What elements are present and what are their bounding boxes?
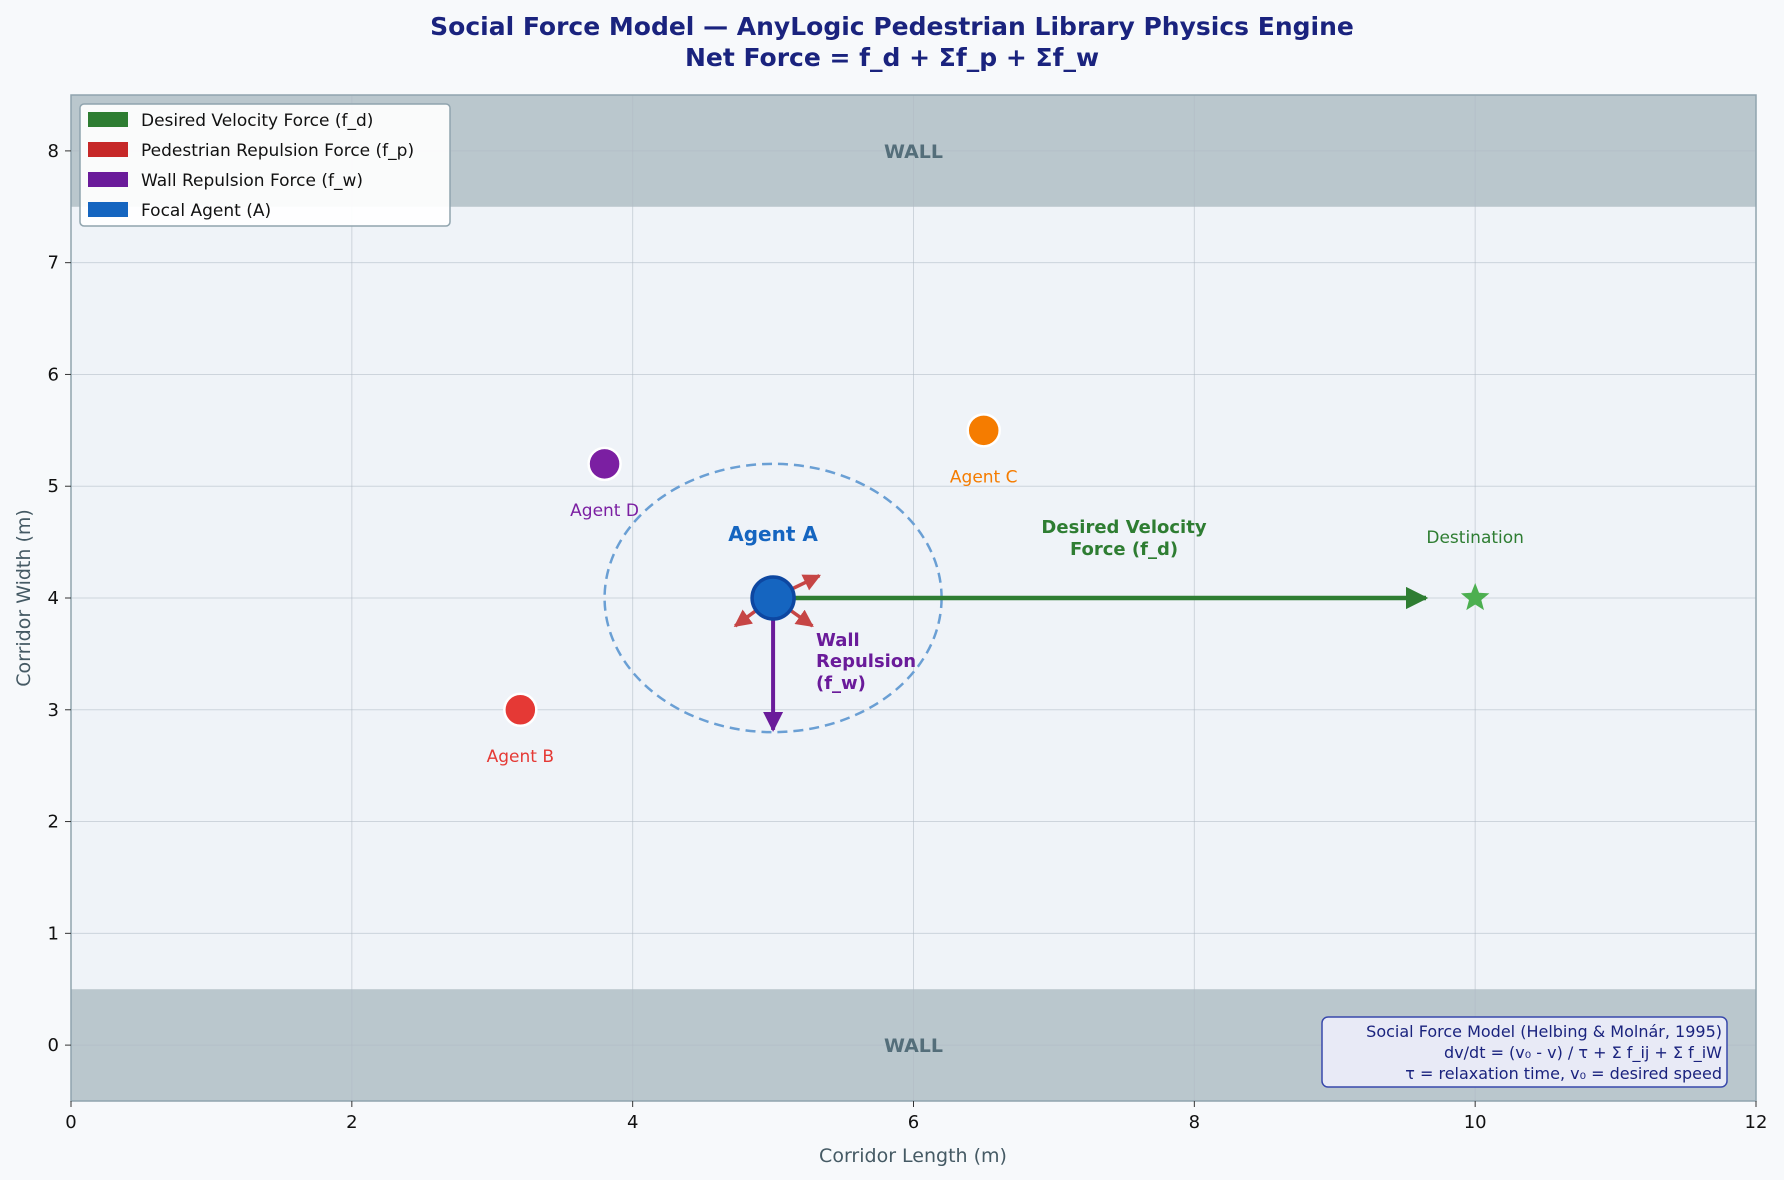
agent-b-label: Agent B	[487, 747, 554, 767]
x-axis-label: Corridor Length (m)	[819, 1145, 1007, 1167]
destination-star-icon	[1460, 583, 1490, 611]
legend-swatch-focal-agent	[88, 202, 128, 217]
formula-box-frame	[1321, 1016, 1728, 1088]
legend-swatch-pedestrian	[88, 142, 128, 157]
y-axis-label: Corridor Width (m)	[13, 509, 35, 687]
legend-label-wall: Wall Repulsion Force (f_w)	[141, 171, 363, 191]
x-tick-label: 4	[627, 1112, 638, 1133]
agent-b-marker	[503, 692, 538, 728]
formula-line-3: τ = relaxation time, v₀ = desired speed	[1405, 1064, 1722, 1083]
y-tick-label: 7	[48, 253, 59, 274]
y-tick-label: 0	[48, 1035, 59, 1056]
x-axis-ticks: 0 2 4 6 8 10 12	[65, 1101, 1767, 1133]
legend-swatch-desired	[88, 112, 128, 127]
y-axis-ticks: 0 1 2 3 4 5 6 7 8	[48, 141, 71, 1056]
x-tick-label: 2	[346, 1112, 357, 1133]
formula-line-1: Social Force Model (Helbing & Molnár, 19…	[1366, 1022, 1722, 1041]
agent-a-label: Agent A	[728, 522, 818, 546]
x-tick-label: 0	[65, 1112, 76, 1133]
legend: Desired Velocity Force (f_d) Pedestrian …	[79, 103, 451, 227]
agent-c-marker	[966, 413, 1001, 448]
title-line-2: Net Force = f_d + Σf_p + Σf_w	[685, 43, 1099, 72]
desired-force-label-line-1: Desired Velocity	[1041, 517, 1206, 538]
legend-label-pedestrian: Pedestrian Repulsion Force (f_p)	[141, 141, 414, 161]
y-tick-label: 4	[48, 588, 59, 609]
agent-d-label: Agent D	[570, 501, 639, 521]
x-tick-label: 6	[908, 1112, 919, 1133]
wall-force-label-line-1: Wall	[816, 630, 860, 651]
wall-bottom-label: WALL	[884, 1035, 943, 1057]
wall-force-label-line-2: Repulsion	[816, 651, 916, 672]
desired-force-label-line-2: Force (f_d)	[1070, 539, 1178, 560]
y-tick-label: 1	[48, 923, 59, 944]
y-tick-label: 2	[48, 812, 59, 833]
legend-box	[79, 103, 451, 227]
y-tick-label: 5	[48, 476, 59, 497]
agent-d-marker	[587, 446, 622, 482]
y-tick-label: 6	[48, 364, 59, 385]
destination-label: Destination	[1426, 528, 1524, 548]
agent-c-label: Agent C	[950, 467, 1018, 487]
x-tick-label: 8	[1189, 1112, 1200, 1133]
title-line-1: Social Force Model — AnyLogic Pedestrian…	[430, 12, 1354, 41]
wall-top-label: WALL	[884, 141, 943, 163]
wall-force-label-line-3: (f_w)	[816, 673, 866, 694]
agent-a-marker	[750, 575, 796, 621]
x-tick-label: 12	[1745, 1112, 1768, 1133]
legend-label-focal-agent: Focal Agent (A)	[141, 201, 271, 221]
legend-swatch-wall	[88, 172, 128, 187]
legend-label-desired: Desired Velocity Force (f_d)	[141, 111, 373, 131]
formula-line-2: dv/dt = (v₀ - v) / τ + Σ f_ij + Σ f_iW	[1444, 1043, 1722, 1063]
formula-box: Social Force Model (Helbing & Molnár, 19…	[1321, 1016, 1728, 1088]
y-tick-label: 3	[48, 700, 59, 721]
x-tick-label: 10	[1464, 1112, 1487, 1133]
y-tick-label: 8	[48, 141, 59, 162]
